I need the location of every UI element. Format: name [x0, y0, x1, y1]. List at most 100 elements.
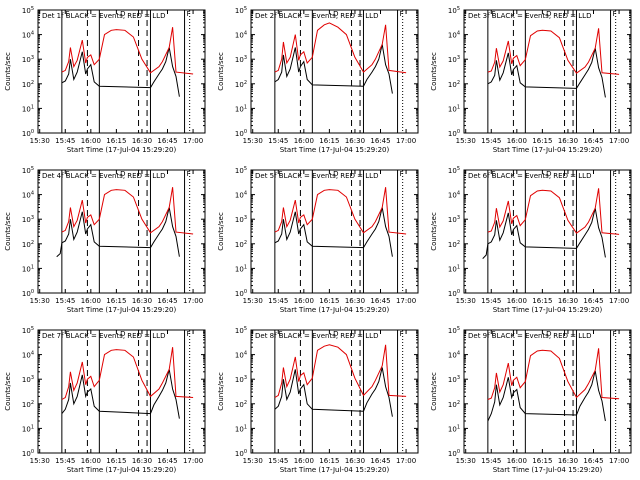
series-line-red [487, 28, 620, 75]
x-tick-label: 16:30 [132, 297, 152, 305]
chart-svg: F D F 100 101 102 103 104 105 15:30 15:45 16:00 16:1… [4, 326, 206, 474]
y-tick-label: 104 [235, 191, 247, 200]
y-tick-label: 100 [235, 129, 247, 138]
x-tick-label: 16:00 [294, 137, 314, 145]
x-axis-label: Start Time (17-Jul-04 15:29:20) [67, 146, 177, 154]
x-tick-label: 16:45 [157, 137, 177, 145]
chart-title: Det 2f BLACK = Events, RED = LLD [255, 12, 378, 20]
plot-frame [463, 169, 632, 294]
interval-marker-label: F [613, 10, 617, 18]
interval-marker-label: F [279, 170, 283, 178]
x-tick-label: 16:45 [583, 137, 603, 145]
interval-marker-label: F [187, 10, 191, 18]
chart-title: Det 9f BLACK = Events, RED = LLD [468, 332, 591, 340]
chart-title: Det 5f BLACK = Events, RED = LLD [255, 172, 378, 180]
interval-marker-label: D [120, 170, 125, 178]
chart-panel-8: F D F 100 101 102 103 104 105 15:30 15:45 16:00 16:1… [213, 320, 426, 480]
interval-marker-label: F [613, 330, 617, 338]
x-tick-label: 16:30 [558, 457, 578, 465]
x-axis-label: Start Time (17-Jul-04 15:29:20) [493, 146, 603, 154]
x-tick-label: 16:30 [132, 137, 152, 145]
y-axis-label: Counts/sec [217, 212, 225, 251]
y-tick-label: 105 [22, 326, 34, 335]
x-tick-label: 15:30 [243, 137, 263, 145]
x-tick-label: 15:45 [481, 137, 501, 145]
x-tick-label: 15:45 [55, 297, 75, 305]
interval-marker-label: D [546, 330, 551, 338]
y-tick-label: 104 [22, 191, 34, 200]
y-tick-label: 104 [448, 191, 460, 200]
y-tick-label: 101 [448, 104, 460, 113]
chart-svg: F D F 100 101 102 103 104 105 15:30 15:45 16:00 16:1… [4, 166, 206, 314]
y-tick-label: 102 [448, 240, 460, 249]
x-tick-label: 17:00 [609, 457, 629, 465]
chart-panel-3: F D F 100 101 102 103 104 105 15:30 15:45 16:00 16:1… [426, 0, 639, 160]
chart-title: Det 3f BLACK = Events, RED = LLD [468, 12, 591, 20]
series-line-red [274, 187, 407, 235]
x-tick-label: 15:45 [268, 297, 288, 305]
chart-svg: F D F 100 101 102 103 104 105 15:30 15:45 16:00 16:1… [217, 6, 419, 154]
y-axis-label: Counts/sec [430, 212, 438, 251]
x-tick-label: 16:15 [319, 457, 339, 465]
interval-marker-label: D [333, 10, 338, 18]
interval-marker-label: F [279, 10, 283, 18]
series-line-red [61, 187, 194, 235]
y-tick-label: 104 [22, 351, 34, 360]
x-tick-label: 16:15 [319, 297, 339, 305]
y-tick-label: 105 [235, 166, 247, 175]
x-tick-label: 16:45 [583, 457, 603, 465]
interval-marker-label: F [66, 10, 70, 18]
y-axis-label: Counts/sec [4, 212, 12, 251]
y-tick-label: 100 [22, 449, 34, 458]
x-tick-label: 15:30 [243, 457, 263, 465]
y-tick-label: 101 [448, 264, 460, 273]
y-axis-label: Counts/sec [4, 52, 12, 91]
x-tick-label: 16:15 [106, 457, 126, 465]
series-line-red [274, 22, 407, 74]
interval-marker-label: F [187, 170, 191, 178]
x-tick-label: 17:00 [183, 297, 203, 305]
series-line-black [487, 48, 606, 98]
interval-marker-label: F [400, 330, 404, 338]
chart-panel-9: F D F 100 101 102 103 104 105 15:30 15:45 16:00 16:1… [426, 320, 639, 480]
series-line-black [61, 47, 180, 97]
plot-frame [37, 169, 206, 294]
x-tick-label: 17:00 [396, 137, 416, 145]
x-tick-label: 15:30 [30, 457, 50, 465]
interval-marker-label: F [492, 10, 496, 18]
chart-panel-2: F D F 100 101 102 103 104 105 15:30 15:45 16:00 16:1… [213, 0, 426, 160]
y-tick-label: 103 [448, 215, 460, 224]
x-tick-label: 16:45 [370, 297, 390, 305]
chart-panel-4: F D F 100 101 102 103 104 105 15:30 15:45 16:00 16:1… [0, 160, 213, 320]
chart-title: Det 1f BLACK = Events, RED = LLD [42, 12, 165, 20]
y-tick-label: 104 [235, 351, 247, 360]
series-line-black [274, 207, 393, 257]
x-tick-label: 16:30 [345, 297, 365, 305]
interval-marker-label: F [400, 170, 404, 178]
series-line-black [274, 44, 393, 94]
interval-marker-label: D [120, 330, 125, 338]
plot-frame [463, 329, 632, 454]
y-tick-label: 105 [235, 6, 247, 15]
interval-marker-label: D [333, 170, 338, 178]
y-tick-label: 102 [235, 400, 247, 409]
interval-marker-label: F [66, 330, 70, 338]
x-tick-label: 15:45 [481, 457, 501, 465]
y-tick-label: 102 [448, 80, 460, 89]
y-tick-label: 100 [448, 449, 460, 458]
y-tick-label: 105 [22, 6, 34, 15]
y-axis-label: Counts/sec [430, 52, 438, 91]
plot-frame [37, 329, 206, 454]
y-tick-label: 105 [448, 326, 460, 335]
x-axis-label: Start Time (17-Jul-04 15:29:20) [493, 466, 603, 474]
plot-frame [250, 169, 419, 294]
chart-title: Det 7f BLACK = Events, RED = LLD [42, 332, 165, 340]
x-axis-label: Start Time (17-Jul-04 15:29:20) [67, 306, 177, 314]
chart-panel-6: F D F 100 101 102 103 104 105 15:30 15:45 16:00 16:1… [426, 160, 639, 320]
y-tick-label: 100 [235, 289, 247, 298]
x-axis-label: Start Time (17-Jul-04 15:29:20) [493, 306, 603, 314]
y-tick-label: 102 [235, 80, 247, 89]
x-tick-label: 16:15 [532, 457, 552, 465]
y-tick-label: 103 [22, 55, 34, 64]
